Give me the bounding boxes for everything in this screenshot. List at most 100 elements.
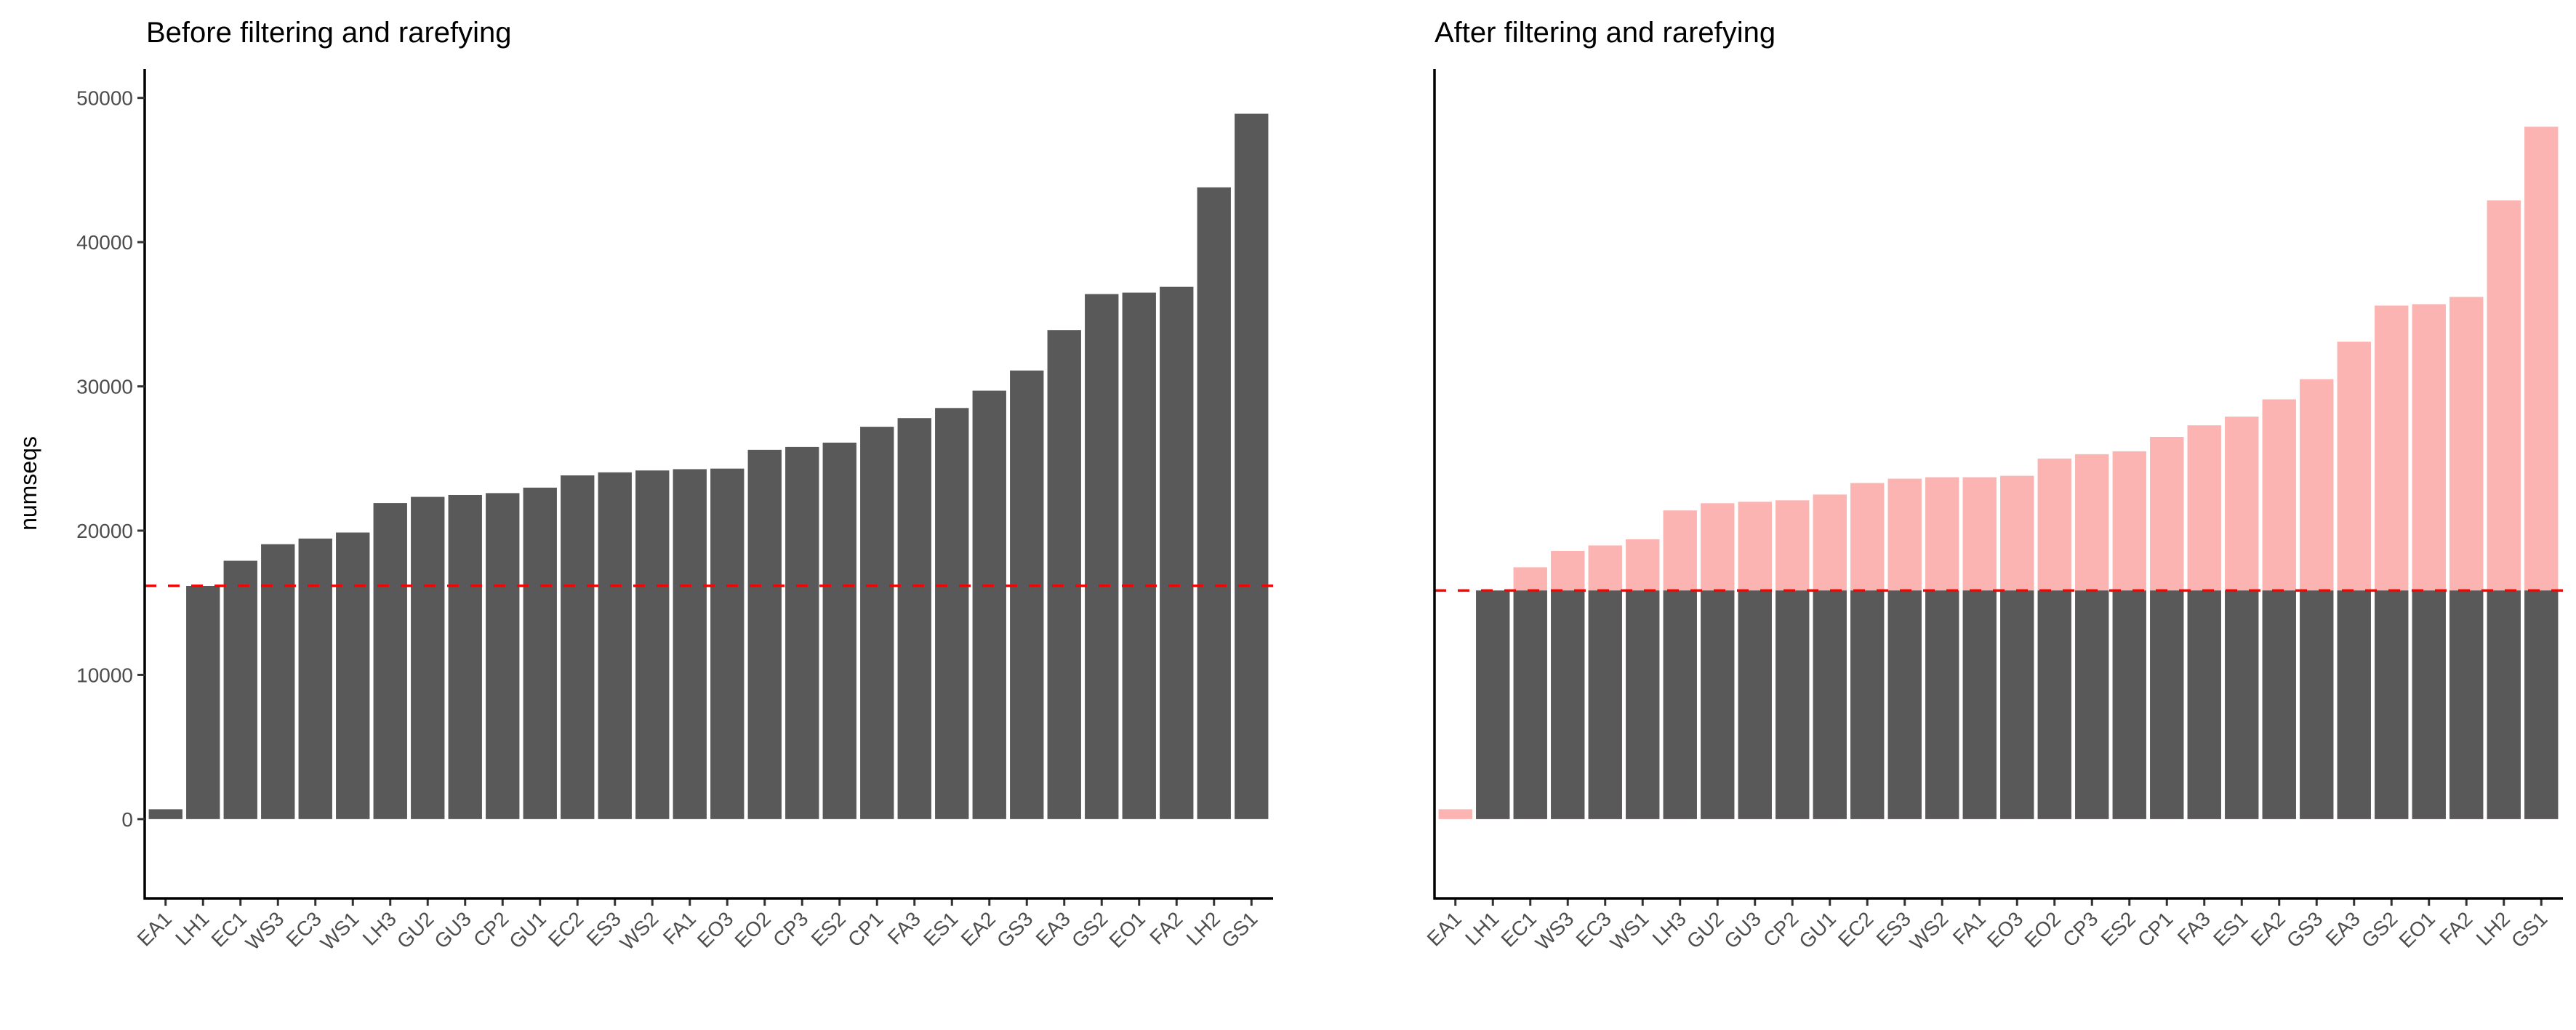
bar-GS1 bbox=[1235, 113, 1269, 819]
chart-title-before: Before filtering and rarefying bbox=[146, 17, 512, 49]
bar-GU2 bbox=[411, 496, 445, 819]
bar-GS3 bbox=[1010, 370, 1044, 819]
bar-EO2 bbox=[747, 449, 782, 819]
x-tick-label: EC1 bbox=[207, 907, 251, 951]
panel-after: After filtering and rarefying EA1LH1EC1W… bbox=[1423, 17, 2563, 954]
bar-ES3 bbox=[598, 472, 632, 819]
bar-CP1 bbox=[860, 427, 894, 819]
bar-ES1 bbox=[935, 408, 969, 819]
x-tick-label: ES2 bbox=[807, 907, 850, 950]
bar-rarefied-FA3 bbox=[2187, 590, 2221, 819]
bar-rarefied-EC3 bbox=[1588, 590, 1622, 819]
x-tick-label: CP1 bbox=[2133, 907, 2177, 951]
bar-EA2 bbox=[972, 390, 1006, 819]
y-tick-label: 30000 bbox=[76, 376, 133, 398]
bar-rarefied-FA1 bbox=[1962, 590, 1997, 819]
x-tick-label: GS2 bbox=[2357, 907, 2402, 952]
y-axis-label: numseqs bbox=[15, 436, 41, 531]
bar-rarefied-ES2 bbox=[2112, 590, 2146, 819]
x-tick-label: FA3 bbox=[883, 907, 925, 949]
bar-EC2 bbox=[561, 475, 595, 819]
bar-GU1 bbox=[523, 487, 557, 819]
bar-rarefied-WS1 bbox=[1626, 590, 1660, 819]
x-tick-label: CP2 bbox=[469, 907, 513, 951]
bar-rarefied-EO1 bbox=[2412, 590, 2446, 819]
bar-EO3 bbox=[710, 468, 745, 819]
x-tick-label: EO3 bbox=[693, 907, 738, 952]
bar-FA3 bbox=[897, 418, 931, 819]
bar-GU3 bbox=[448, 494, 482, 819]
bar-CP3 bbox=[785, 446, 819, 819]
x-tick-label: LH1 bbox=[1461, 907, 1503, 949]
bar-rarefied-ES1 bbox=[2225, 590, 2259, 819]
x-tick-label: WS3 bbox=[1531, 907, 1578, 954]
x-tick-label: EA2 bbox=[957, 907, 1000, 950]
bar-EA3 bbox=[1047, 330, 1081, 819]
bar-rarefied-EA2 bbox=[2262, 590, 2296, 819]
bar-LH2 bbox=[1197, 187, 1231, 819]
x-tick-label: GS3 bbox=[2282, 907, 2327, 952]
bar-rarefied-CP2 bbox=[1775, 590, 1810, 819]
y-tick-label: 40000 bbox=[76, 231, 133, 254]
bar-rarefied-EO2 bbox=[2037, 590, 2071, 819]
bar-ES2 bbox=[822, 442, 856, 819]
bar-rarefied-EC2 bbox=[1850, 590, 1885, 819]
x-tick-label: EA3 bbox=[2322, 907, 2364, 950]
x-tick-label: FA3 bbox=[2173, 907, 2215, 949]
x-tick-label: LH3 bbox=[358, 907, 401, 949]
bar-rarefied-WS2 bbox=[1925, 590, 1959, 819]
x-tick-label: EA2 bbox=[2247, 907, 2290, 950]
x-tick-label: GU3 bbox=[1720, 907, 1765, 953]
x-tick-label: EO1 bbox=[2394, 907, 2439, 952]
x-tick-label: ES2 bbox=[2097, 907, 2140, 950]
x-tick-label: EO3 bbox=[1983, 907, 2028, 952]
bar-rarefied-GU1 bbox=[1813, 590, 1847, 819]
x-tick-label: LH2 bbox=[2472, 907, 2514, 949]
x-tick-label: GS2 bbox=[1067, 907, 1112, 952]
bar-WS1 bbox=[336, 532, 370, 819]
bar-EC3 bbox=[298, 538, 332, 819]
x-tick-label: GU1 bbox=[1794, 907, 1840, 953]
x-tick-label: LH3 bbox=[1648, 907, 1690, 949]
x-tick-label: EC3 bbox=[1572, 907, 1616, 951]
y-tick-label: 20000 bbox=[76, 520, 133, 542]
bar-filtered-EA1 bbox=[1438, 809, 1472, 819]
x-tick-label: CP2 bbox=[1759, 907, 1802, 951]
x-tick-label: CP3 bbox=[2058, 907, 2102, 951]
x-tick-label: EO2 bbox=[730, 907, 775, 952]
x-tick-label: WS1 bbox=[316, 907, 364, 954]
x-tick-label: GS3 bbox=[992, 907, 1038, 952]
x-tick-label: GU3 bbox=[430, 907, 476, 953]
x-tick-label: GU2 bbox=[1682, 907, 1728, 953]
bar-rarefied-EA3 bbox=[2337, 590, 2371, 819]
bar-rarefied-FA2 bbox=[2449, 590, 2484, 819]
bar-EO1 bbox=[1122, 292, 1156, 819]
bar-WS3 bbox=[261, 544, 295, 819]
bar-LH3 bbox=[373, 503, 407, 819]
x-tick-label: WS2 bbox=[616, 907, 663, 954]
x-tick-label: ES3 bbox=[1872, 907, 1915, 950]
bar-rarefied-GU2 bbox=[1701, 590, 1735, 819]
bar-rarefied-GS2 bbox=[2375, 590, 2409, 819]
x-tick-label: LH1 bbox=[171, 907, 213, 949]
x-tick-label: WS2 bbox=[1906, 907, 1953, 954]
bar-FA1 bbox=[673, 469, 707, 819]
x-tick-label: EC3 bbox=[282, 907, 326, 951]
x-tick-label: CP1 bbox=[843, 907, 887, 951]
x-tick-label: ES1 bbox=[919, 907, 962, 950]
x-tick-label: GU1 bbox=[505, 907, 550, 953]
bar-EC1 bbox=[223, 560, 257, 819]
x-tick-label: EO1 bbox=[1104, 907, 1149, 952]
x-tick-label: EO2 bbox=[2020, 907, 2065, 952]
bar-rarefied-WS3 bbox=[1551, 590, 1585, 819]
x-tick-label: FA2 bbox=[2435, 907, 2476, 949]
x-tick-label: FA1 bbox=[1949, 907, 1990, 949]
bar-rarefied-LH1 bbox=[1476, 590, 1510, 819]
bar-rarefied-GU3 bbox=[1738, 590, 1772, 819]
x-tick-label: GS1 bbox=[2507, 907, 2552, 952]
x-tick-label: EA1 bbox=[1423, 907, 1466, 950]
x-tick-label: EC2 bbox=[544, 907, 587, 951]
x-tick-label: EC1 bbox=[1497, 907, 1541, 951]
x-tick-label: LH2 bbox=[1182, 907, 1224, 949]
x-tick-label: EC2 bbox=[1834, 907, 1877, 951]
